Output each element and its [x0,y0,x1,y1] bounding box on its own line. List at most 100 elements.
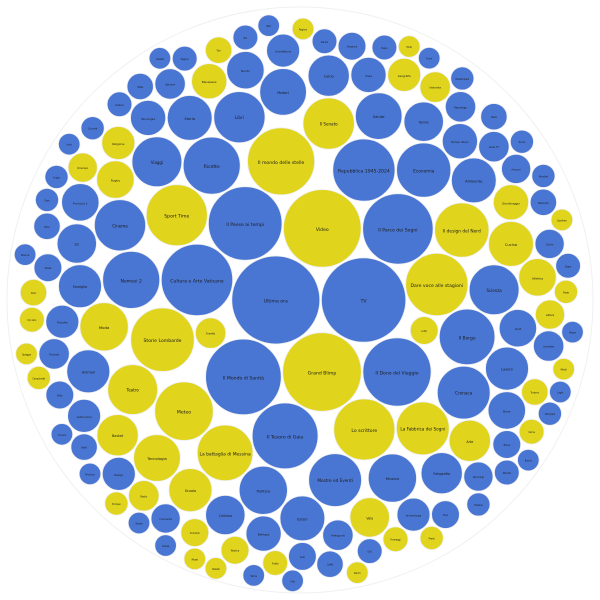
bubble[interactable] [450,66,475,91]
bubble[interactable] [517,448,540,472]
bubble[interactable] [183,547,207,571]
bubble[interactable] [101,456,136,491]
bubble[interactable] [266,33,301,68]
bubble[interactable] [205,494,246,536]
bubble[interactable] [403,101,444,142]
bubble[interactable] [396,142,452,198]
bubble[interactable] [552,357,575,381]
bubble[interactable] [94,199,147,252]
bubble[interactable] [405,252,469,316]
bubble[interactable] [554,279,579,304]
bubble[interactable] [356,538,383,564]
bubble[interactable] [444,91,477,123]
bubble[interactable] [204,557,228,580]
bubble[interactable] [448,419,491,462]
bubble[interactable] [398,35,421,58]
bubble[interactable] [56,223,97,264]
bubble[interactable] [307,54,350,97]
bubble[interactable] [213,91,266,144]
bubble[interactable] [431,500,460,529]
bubble[interactable] [466,492,491,517]
bubble[interactable] [283,189,362,268]
bubble[interactable] [80,116,105,141]
bubble[interactable] [126,72,154,101]
bubble[interactable] [102,250,161,309]
bubble[interactable] [492,430,522,459]
bubble[interactable] [288,542,317,571]
bubble[interactable] [127,511,151,535]
bubble[interactable] [96,160,135,199]
bubble[interactable] [33,253,63,283]
bubble[interactable] [463,461,494,492]
bubble[interactable] [154,534,177,557]
bubble[interactable] [19,306,45,333]
bubble[interactable] [501,153,532,184]
bubble[interactable] [207,186,283,261]
bubble[interactable] [362,193,434,265]
bubble[interactable] [79,302,129,352]
bubble[interactable] [150,503,181,534]
bubble[interactable] [96,414,139,457]
bubble[interactable] [19,278,48,307]
bubble[interactable] [441,123,478,160]
bubble[interactable] [320,257,407,343]
bubble[interactable] [257,14,280,37]
bubble[interactable] [78,462,102,486]
bubble[interactable] [450,157,497,204]
bubble[interactable] [231,255,321,345]
bubble[interactable] [419,526,444,551]
bubble[interactable] [468,264,520,316]
bubble[interactable] [242,564,265,587]
bubble[interactable] [279,495,326,542]
bubble[interactable] [518,418,545,445]
bubble[interactable] [420,452,463,495]
bubble[interactable] [308,453,362,507]
bubble[interactable] [550,208,574,232]
bubble[interactable] [281,569,304,593]
bubble[interactable] [534,228,565,259]
bubble[interactable] [130,99,167,136]
bubble[interactable] [168,468,213,513]
bubble[interactable] [128,480,160,512]
bubble[interactable] [349,497,390,538]
bubble[interactable] [322,519,354,551]
bubble[interactable] [532,330,565,362]
bubble[interactable] [232,24,259,51]
bubble[interactable] [160,243,234,316]
bubble[interactable] [104,491,129,516]
bubble[interactable] [434,202,490,258]
bubble[interactable] [45,380,75,410]
bubble[interactable] [387,58,422,92]
bubble[interactable] [35,187,60,212]
bubble[interactable] [154,68,186,100]
bubble[interactable] [355,92,403,140]
bubble[interactable] [521,378,549,406]
bubble[interactable] [419,71,451,103]
bubble[interactable] [130,307,195,372]
bubble[interactable] [26,365,51,390]
bubble[interactable] [311,28,338,55]
bubble[interactable] [291,17,315,41]
bubble[interactable] [282,332,362,412]
bubble[interactable] [493,459,520,486]
bubble[interactable] [333,398,396,461]
bubble[interactable] [262,550,289,576]
bubble[interactable] [67,152,98,183]
bubble[interactable] [220,535,250,565]
bubble[interactable] [66,349,111,394]
bubble[interactable] [555,252,581,279]
bubble[interactable] [195,317,227,349]
bubble[interactable] [509,129,534,154]
bubble[interactable] [488,221,534,267]
bubble[interactable] [478,131,510,163]
bubble[interactable] [535,299,566,330]
bubble[interactable] [259,68,307,116]
bubble[interactable] [371,34,398,61]
bubble[interactable] [171,45,198,72]
bubble[interactable] [316,550,344,578]
bubble[interactable] [226,51,265,90]
bubble[interactable] [45,304,80,339]
bubble[interactable] [485,346,529,391]
bubble[interactable] [61,183,100,222]
bubble[interactable] [191,63,228,100]
